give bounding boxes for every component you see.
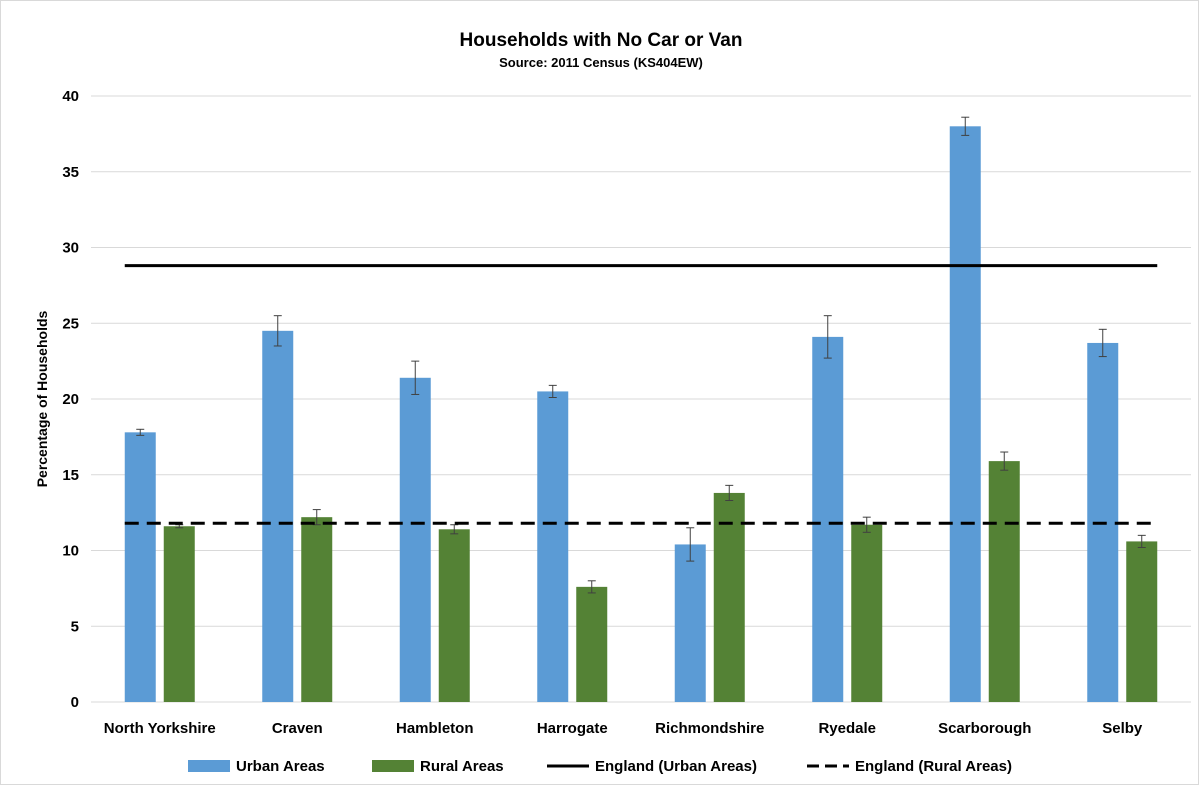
y-tick-label: 20 (62, 391, 79, 408)
x-tick-label: Scarborough (938, 720, 1031, 737)
y-axis-ticks: 0 5 10 15 20 25 30 35 40 (62, 88, 79, 711)
bars (124, 126, 1158, 703)
legend-label: England (Urban Areas) (595, 758, 757, 775)
chart-title: Households with No Car or Van (460, 30, 743, 51)
error-bars (136, 116, 1146, 594)
y-axis-label: Percentage of Households (34, 310, 50, 487)
bar (163, 526, 195, 702)
legend-swatch (372, 760, 414, 772)
x-tick-label: Craven (272, 720, 323, 737)
y-tick-label: 5 (71, 618, 79, 635)
legend-label: Rural Areas (420, 758, 504, 775)
bar (988, 461, 1020, 702)
bar (124, 432, 156, 702)
bar (262, 330, 294, 702)
x-tick-label: Richmondshire (655, 720, 764, 737)
x-tick-label: Selby (1102, 720, 1143, 737)
y-tick-label: 30 (62, 240, 79, 257)
bar (576, 586, 608, 702)
bar (301, 517, 333, 702)
y-tick-label: 40 (62, 88, 79, 105)
legend-label: England (Rural Areas) (855, 758, 1012, 775)
y-tick-label: 10 (62, 543, 79, 560)
x-tick-label: North Yorkshire (104, 720, 216, 737)
reference-lines (124, 264, 1158, 525)
legend: Urban Areas Rural Areas England (Urban Are… (188, 758, 1012, 775)
x-tick-label: Ryedale (818, 720, 876, 737)
bar (399, 377, 431, 702)
bar (537, 391, 569, 702)
legend-label: Urban Areas (236, 758, 325, 775)
y-tick-label: 35 (62, 164, 79, 181)
x-tick-label: Harrogate (537, 720, 608, 737)
bar (674, 544, 706, 702)
bar (851, 524, 883, 702)
legend-swatch (188, 760, 230, 772)
bar (438, 529, 470, 702)
x-axis-labels: North Yorkshire Craven Hambleton Harrogate R… (104, 720, 1143, 737)
y-tick-label: 25 (62, 315, 79, 332)
chart-subtitle: Source: 2011 Census (KS404EW) (499, 55, 703, 70)
x-tick-label: Hambleton (396, 720, 474, 737)
y-tick-label: 0 (71, 694, 79, 711)
y-tick-label: 15 (62, 467, 79, 484)
bar (812, 336, 844, 702)
gridlines (91, 95, 1191, 703)
bar (713, 492, 745, 702)
bar (1126, 541, 1158, 702)
bar (949, 126, 981, 703)
